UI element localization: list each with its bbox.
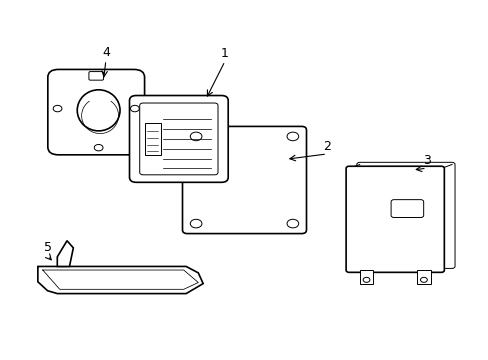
Text: 2: 2	[323, 140, 330, 153]
Text: 4: 4	[102, 46, 110, 59]
FancyBboxPatch shape	[356, 162, 454, 269]
FancyBboxPatch shape	[129, 95, 228, 182]
FancyBboxPatch shape	[346, 166, 444, 273]
Text: 1: 1	[221, 47, 228, 60]
Polygon shape	[57, 241, 73, 266]
Bar	[145, 123, 160, 155]
FancyBboxPatch shape	[182, 126, 306, 234]
Bar	[416, 270, 430, 284]
Polygon shape	[38, 266, 203, 294]
Text: 5: 5	[43, 241, 51, 255]
FancyBboxPatch shape	[89, 72, 103, 80]
Bar	[359, 270, 372, 284]
FancyBboxPatch shape	[48, 69, 144, 155]
Text: 3: 3	[422, 154, 430, 167]
